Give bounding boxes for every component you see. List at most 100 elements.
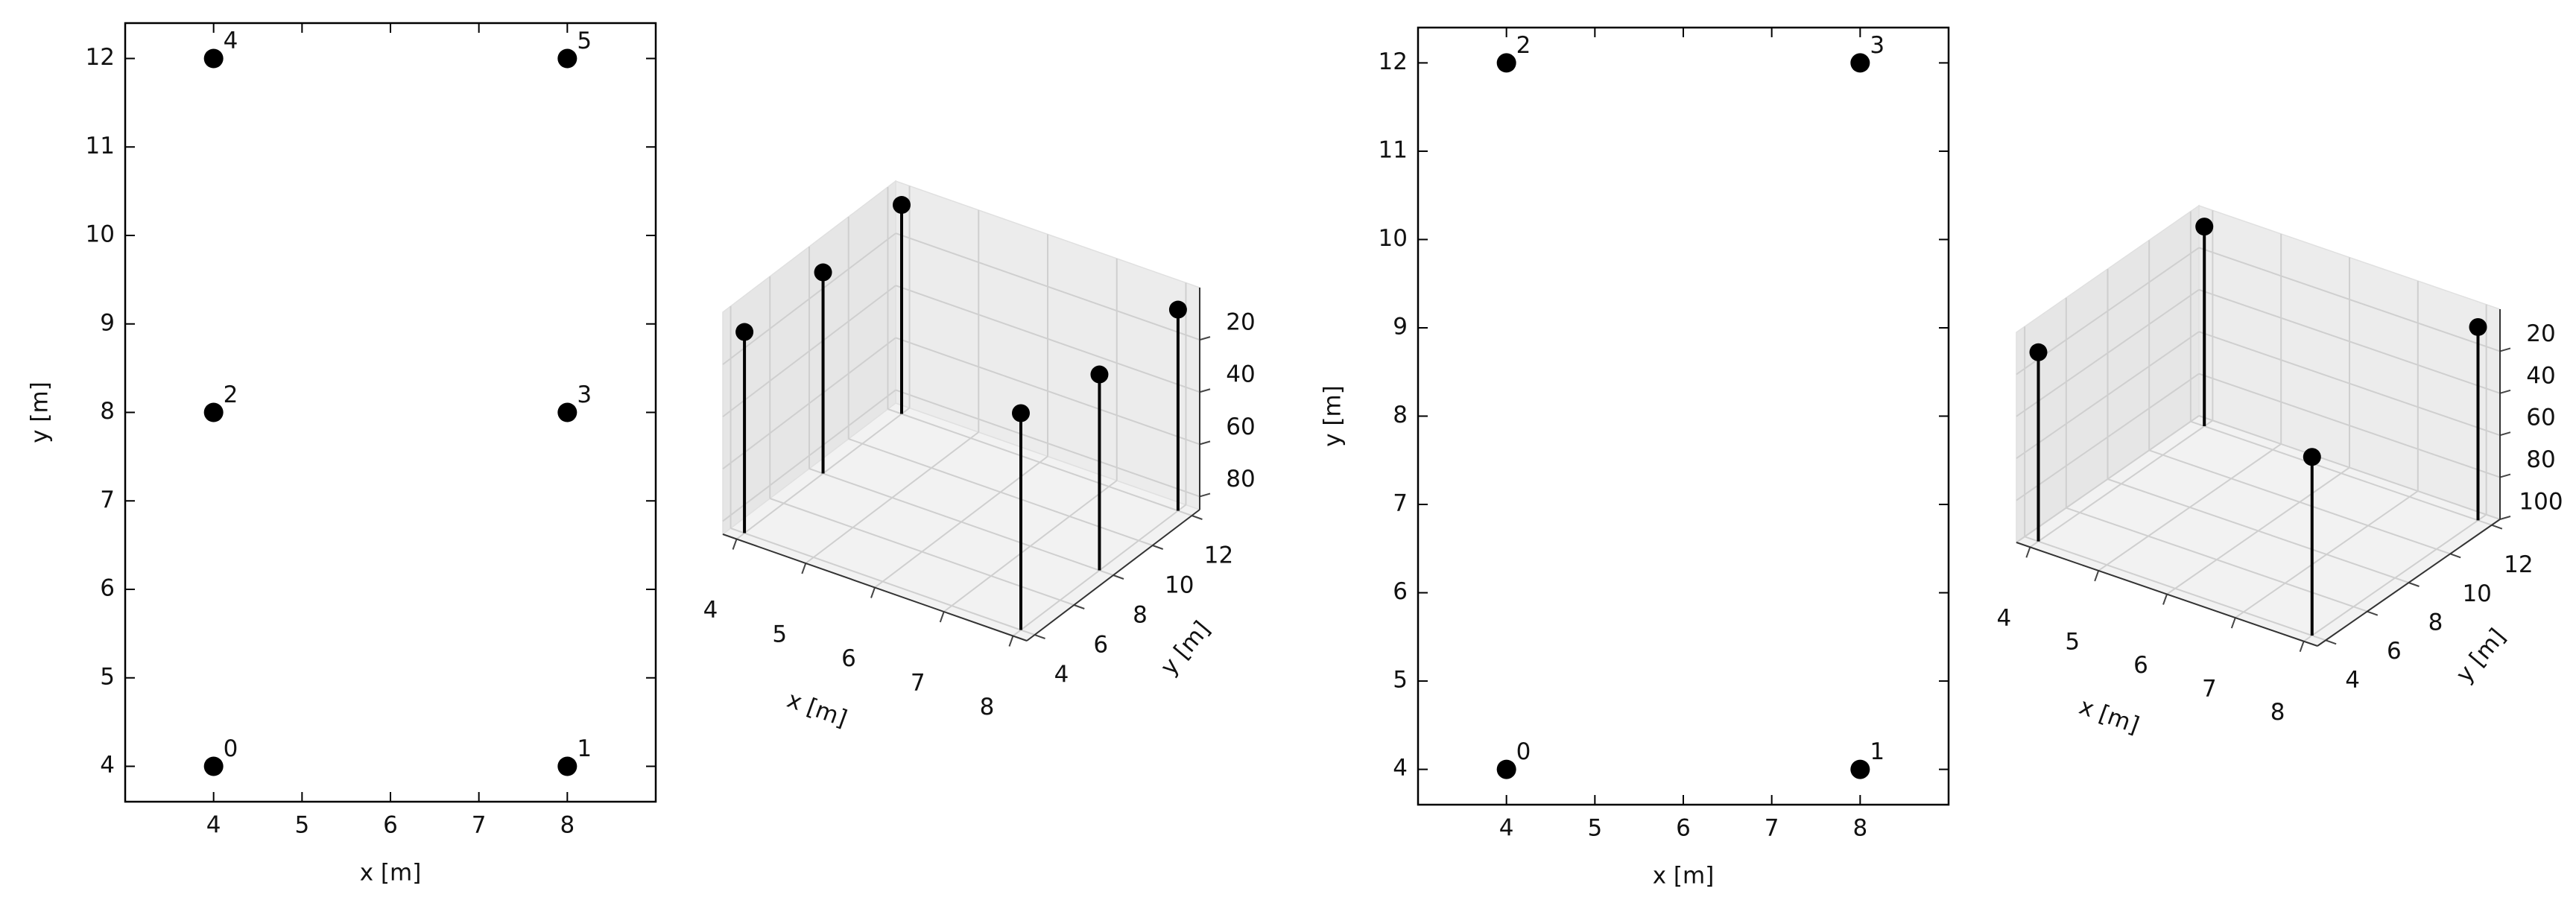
grid-line [722, 337, 896, 470]
z-tick-label: 20 [1226, 309, 1255, 336]
x-tick [1008, 636, 1014, 647]
y-tick-label: 5 [1393, 667, 1408, 694]
y-tick-label: 5 [100, 663, 115, 690]
y-tick [2325, 639, 2337, 645]
grid-line [2198, 415, 2501, 520]
x-axis-label: x [m] [1653, 863, 1715, 890]
y-tick-label: 11 [1379, 136, 1408, 163]
point-label: 0 [1516, 738, 1531, 765]
y-tick-label: 6 [1093, 632, 1108, 659]
z-tick [1199, 388, 1211, 393]
point-label: 5 [577, 28, 592, 54]
point-label: 0 [224, 735, 238, 762]
y-tick-label: 4 [1393, 755, 1408, 782]
z-tick [1199, 336, 1211, 341]
x-tick-label: 5 [772, 621, 787, 648]
z-tick [1199, 492, 1211, 498]
grid-line [722, 285, 896, 418]
point-label: 4 [224, 28, 238, 54]
axis-line [1026, 509, 1200, 642]
x-tick-label: 8 [560, 812, 575, 839]
grid-line [808, 468, 1114, 576]
y-tick-label: 6 [100, 575, 115, 602]
point [814, 263, 832, 282]
x-tick [2162, 594, 2168, 605]
x-tick [2094, 570, 2100, 582]
x-tick-label: 6 [2133, 652, 2148, 679]
point-label: 1 [577, 735, 592, 762]
y-tick-label: 11 [86, 133, 115, 159]
z-tick [2499, 389, 2511, 394]
y-tick-label: 9 [1393, 313, 1408, 340]
grid-line [887, 408, 1192, 516]
y-tick [2408, 582, 2420, 587]
point [203, 48, 224, 69]
y-tick-label: 10 [1165, 572, 1194, 599]
point [2469, 317, 2487, 336]
y-tick-label: 7 [100, 487, 115, 513]
point [203, 756, 224, 776]
y-tick [1073, 604, 1085, 609]
point [1496, 53, 1516, 73]
y-tick-label: 4 [1054, 662, 1069, 688]
y-tick-label: 12 [2504, 551, 2533, 578]
y-tick [1113, 574, 1124, 580]
grid-line [2016, 331, 2200, 460]
x-tick-label: 8 [1852, 815, 1867, 842]
z-tick [2499, 516, 2511, 520]
x-tick-label: 6 [383, 812, 398, 839]
z-tick-label: 60 [1226, 414, 1255, 440]
grid-line [2148, 449, 2451, 555]
y-tick-label: 12 [1379, 48, 1408, 75]
z-tick [2499, 431, 2511, 437]
grid-line [2198, 331, 2501, 437]
y-tick-label: 12 [86, 44, 115, 71]
x-tick-label: 4 [206, 812, 221, 839]
axis-line [2016, 542, 2318, 647]
x-tick [939, 611, 945, 623]
point [557, 48, 577, 69]
grid-line [2190, 420, 2493, 526]
point-label: 2 [224, 381, 238, 408]
grid-line [2066, 507, 2368, 612]
grid-line [2016, 415, 2200, 543]
y-tick-label: 12 [1204, 542, 1233, 569]
y-tick [2491, 524, 2503, 530]
x-tick [2230, 617, 2236, 629]
grid-line [2198, 288, 2501, 394]
y-axis-label: y [m] [2451, 624, 2511, 688]
x-tick-label: 4 [1996, 605, 2011, 632]
axis-line [2317, 519, 2501, 647]
x-tick [2025, 546, 2031, 558]
y-tick-label: 10 [1379, 225, 1408, 252]
y-axis-label: y [m] [1320, 385, 1346, 447]
y-tick-label: 4 [100, 752, 115, 779]
x-axis-label: x [m] [2076, 693, 2143, 739]
y-tick-label: 10 [2462, 580, 2491, 607]
grid-line [848, 438, 1153, 546]
x-tick-label: 5 [294, 812, 309, 839]
point [893, 196, 911, 215]
y-tick-label: 8 [1393, 402, 1408, 428]
grid-line [2024, 536, 2326, 642]
z-tick-label: 80 [2526, 446, 2555, 473]
grid-line [895, 232, 1200, 341]
y-tick-label: 8 [100, 398, 115, 425]
y-tick-label: 8 [1133, 602, 1148, 629]
grid-line [769, 498, 1075, 606]
x-axis-label: x [m] [360, 860, 422, 887]
y-axis-label: y [m] [27, 381, 54, 443]
y-tick [1192, 515, 1203, 520]
x-tick-label: 8 [980, 694, 995, 720]
point [1090, 365, 1109, 384]
axis-line [722, 533, 1028, 642]
grid-line [722, 232, 896, 365]
grid-line [2198, 373, 2501, 478]
x-tick-label: 5 [2065, 628, 2080, 655]
y-tick [2449, 553, 2461, 559]
point-label: 3 [577, 381, 592, 408]
y-tick-label: 8 [2428, 609, 2443, 636]
grid-line [2107, 478, 2409, 583]
x-tick [732, 539, 738, 550]
